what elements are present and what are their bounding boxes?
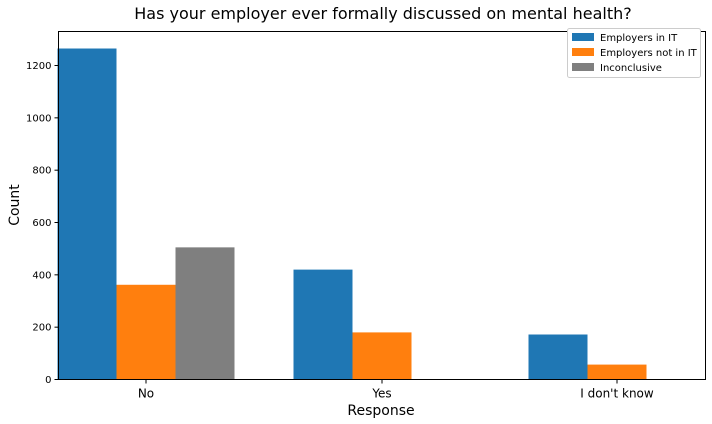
x-tick-label: Yes (371, 387, 391, 401)
y-tick-label: 1200 (26, 61, 51, 72)
legend-label: Employers in IT (600, 33, 678, 44)
x-axis-label: Response (347, 403, 414, 419)
bar-inconclusive-no (175, 247, 235, 380)
x-tick-label: No (138, 387, 154, 401)
bars-group (57, 48, 647, 380)
legend-swatch (572, 48, 594, 56)
y-tick-label: 0 (45, 375, 51, 386)
x-axis: No Yes I don't know (138, 379, 654, 401)
bar-employers-not-in-it-no (116, 284, 176, 380)
y-tick-label: 200 (32, 323, 51, 334)
legend-swatch (572, 33, 594, 41)
y-tick-label: 600 (32, 218, 51, 229)
bar-employers-in-it-i-don-t-know (528, 334, 588, 380)
y-tick-label: 400 (32, 270, 51, 281)
legend-swatch (572, 63, 594, 71)
y-tick-label: 1000 (26, 113, 51, 124)
legend-box (567, 28, 701, 78)
bar-employers-in-it-yes (293, 269, 353, 380)
x-tick-label: I don't know (580, 387, 654, 401)
bar-employers-not-in-it-i-don-t-know (587, 364, 647, 380)
chart-title: Has your employer ever formally discusse… (134, 4, 631, 23)
y-axis-label: Count (7, 184, 23, 226)
legend: Employers in IT Employers not in IT Inconc… (567, 28, 701, 78)
legend-label: Employers not in IT (600, 48, 698, 59)
bar-employers-not-in-it-yes (352, 332, 412, 380)
bar-employers-in-it-no (57, 48, 117, 380)
legend-label: Inconclusive (600, 63, 662, 74)
y-axis: 0 200 400 600 800 1000 1200 (26, 61, 59, 386)
y-tick-label: 800 (32, 166, 51, 177)
